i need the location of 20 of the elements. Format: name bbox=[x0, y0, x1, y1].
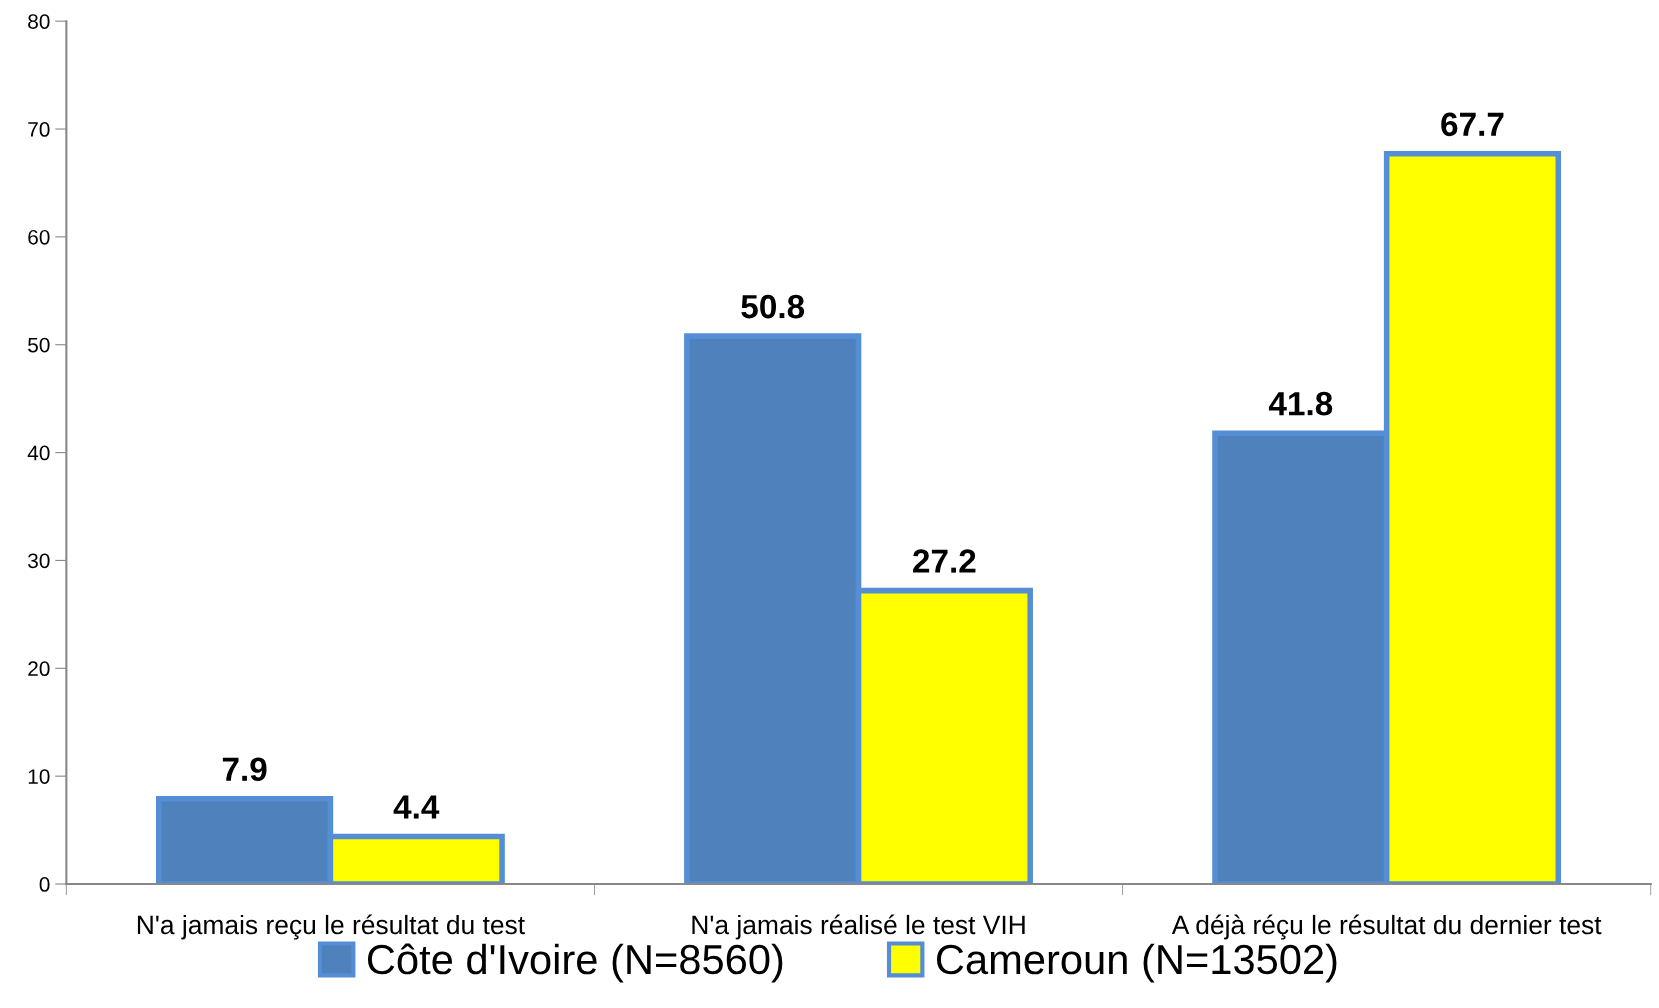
x-tick-label: N'a jamais reçu le résultat du test bbox=[137, 914, 525, 940]
data-label: 27.2 bbox=[913, 549, 976, 573]
data-label: 7.9 bbox=[222, 757, 267, 782]
y-tick-label: 60 bbox=[28, 229, 50, 245]
y-tick-label: 50 bbox=[28, 337, 50, 353]
y-tick-label: 70 bbox=[28, 122, 50, 137]
legend-label: Côte d'Ivoire (N=8560) bbox=[367, 943, 783, 983]
data-label: 41.8 bbox=[1268, 391, 1333, 416]
y-tick-label: 30 bbox=[28, 553, 50, 569]
legend-label: Cameroun (N=13502) bbox=[936, 943, 1337, 983]
y-tick-label: 0 bbox=[39, 877, 50, 892]
data-label: 67.7 bbox=[1441, 112, 1504, 137]
x-tick-label: N'a jamais réalisé le test VIH bbox=[692, 914, 1025, 940]
y-tick-label: 20 bbox=[28, 661, 50, 677]
y-tick-label: 80 bbox=[28, 14, 50, 29]
data-label: 50.8 bbox=[741, 294, 805, 319]
y-tick-label: 10 bbox=[28, 769, 50, 784]
x-tick-label: A déjà réçu le résultat du dernier test bbox=[1171, 914, 1602, 940]
data-label: 4.4 bbox=[393, 795, 440, 819]
y-tick-label: 40 bbox=[27, 445, 50, 461]
